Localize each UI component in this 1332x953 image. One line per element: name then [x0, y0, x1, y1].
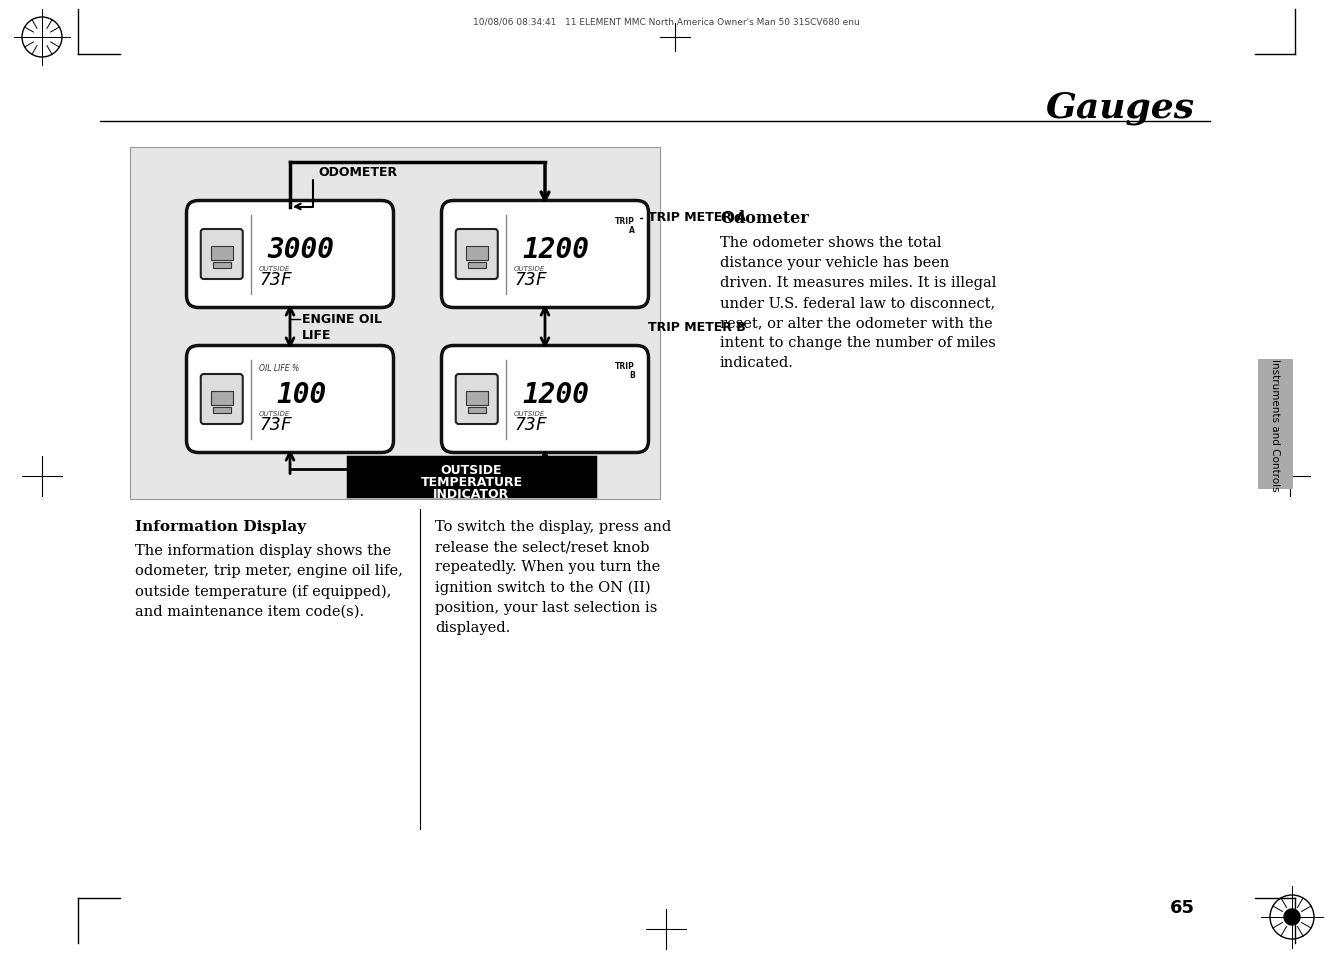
Text: Gauges: Gauges — [1046, 91, 1195, 125]
Text: 100: 100 — [276, 380, 326, 409]
Text: 73F: 73F — [514, 416, 546, 434]
Bar — [466, 392, 488, 406]
Text: 3000: 3000 — [268, 235, 334, 264]
FancyBboxPatch shape — [186, 346, 393, 453]
Text: The odometer shows the total
distance your vehicle has been
driven. It measures : The odometer shows the total distance yo… — [721, 235, 996, 370]
Bar — [210, 247, 233, 261]
Text: OUTSIDE: OUTSIDE — [514, 411, 545, 416]
Text: A: A — [629, 226, 634, 234]
Circle shape — [1284, 909, 1300, 925]
Text: TRIP: TRIP — [614, 361, 634, 371]
Text: TEMPERATURE: TEMPERATURE — [421, 476, 522, 489]
Text: OUTSIDE: OUTSIDE — [258, 266, 290, 272]
Text: To switch the display, press and
release the select/reset knob
repeatedly. When : To switch the display, press and release… — [436, 519, 671, 634]
Text: 1200: 1200 — [522, 235, 590, 264]
Text: B: B — [629, 371, 634, 379]
Bar — [348, 457, 595, 497]
Text: Instruments and Controls: Instruments and Controls — [1269, 358, 1280, 491]
Bar — [468, 263, 486, 269]
Bar — [466, 247, 488, 261]
FancyBboxPatch shape — [201, 230, 242, 280]
FancyBboxPatch shape — [441, 201, 649, 308]
Text: LIFE: LIFE — [302, 329, 332, 341]
Text: 10/08/06 08:34:41   11 ELEMENT MMC North America Owner's Man 50 31SCV680 enu: 10/08/06 08:34:41 11 ELEMENT MMC North A… — [473, 17, 859, 27]
Text: OUTSIDE: OUTSIDE — [258, 411, 290, 416]
Text: ENGINE OIL: ENGINE OIL — [302, 313, 382, 326]
Text: 73F: 73F — [514, 271, 546, 289]
FancyBboxPatch shape — [456, 230, 498, 280]
Text: Information Display: Information Display — [135, 519, 306, 534]
FancyBboxPatch shape — [201, 375, 242, 424]
Text: 65: 65 — [1169, 898, 1195, 916]
Text: Odometer: Odometer — [721, 210, 809, 227]
Text: TRIP METER B: TRIP METER B — [647, 320, 745, 334]
FancyBboxPatch shape — [456, 375, 498, 424]
Text: OUTSIDE: OUTSIDE — [441, 463, 502, 476]
Bar — [213, 263, 230, 269]
Text: OUTSIDE: OUTSIDE — [514, 266, 545, 272]
Text: OIL LIFE %: OIL LIFE % — [258, 364, 300, 373]
Bar — [131, 148, 659, 499]
Bar — [213, 408, 230, 414]
Bar — [1257, 359, 1293, 490]
Bar — [468, 408, 486, 414]
Text: 73F: 73F — [258, 416, 292, 434]
Text: ODOMETER: ODOMETER — [318, 165, 397, 178]
FancyBboxPatch shape — [441, 346, 649, 453]
Text: INDICATOR: INDICATOR — [433, 488, 510, 500]
Text: The information display shows the
odometer, trip meter, engine oil life,
outside: The information display shows the odomet… — [135, 543, 402, 618]
Text: 73F: 73F — [258, 271, 292, 289]
Text: TRIP: TRIP — [614, 216, 634, 226]
Text: 1200: 1200 — [522, 380, 590, 409]
Text: TRIP METER A: TRIP METER A — [647, 211, 746, 224]
FancyBboxPatch shape — [186, 201, 393, 308]
Bar — [210, 392, 233, 406]
